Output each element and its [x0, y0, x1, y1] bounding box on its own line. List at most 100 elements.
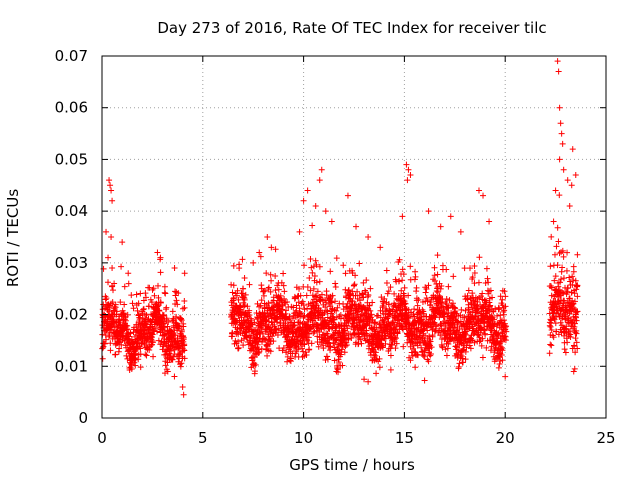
data-point: [569, 319, 576, 326]
data-point: [111, 323, 118, 330]
data-point: [340, 339, 347, 346]
data-point: [471, 339, 478, 346]
data-point: [437, 299, 444, 306]
data-point: [415, 324, 422, 331]
data-point: [142, 290, 149, 297]
data-point: [148, 299, 155, 306]
data-point: [431, 277, 438, 284]
data-point: [140, 297, 147, 304]
data-point: [307, 256, 314, 263]
data-point: [458, 306, 465, 313]
data-point: [162, 290, 169, 297]
data-point: [296, 228, 303, 235]
data-point: [475, 187, 482, 194]
data-point: [552, 273, 559, 280]
data-point: [474, 309, 481, 316]
data-point: [547, 263, 554, 270]
data-point: [360, 312, 367, 319]
data-point: [570, 263, 577, 270]
data-point: [462, 307, 469, 314]
data-point: [320, 345, 327, 352]
data-point: [373, 370, 380, 377]
data-point: [307, 287, 314, 294]
data-point: [390, 319, 397, 326]
data-point: [148, 334, 155, 341]
data-point: [151, 292, 158, 299]
data-point: [304, 187, 311, 194]
data-point: [287, 358, 294, 365]
data-point: [502, 337, 509, 344]
data-point: [154, 249, 161, 256]
data-point: [122, 317, 129, 324]
y-tick-label: 0.01: [55, 357, 88, 375]
data-point: [496, 305, 503, 312]
data-point: [488, 343, 495, 350]
data-point: [501, 307, 508, 314]
data-point: [568, 182, 575, 189]
data-point: [299, 345, 306, 352]
data-point: [240, 285, 247, 292]
data-point: [445, 305, 452, 312]
data-point: [290, 304, 297, 311]
data-point: [258, 297, 265, 304]
data-point: [407, 171, 414, 178]
data-point: [178, 360, 185, 367]
data-point: [574, 251, 581, 258]
data-point: [308, 264, 315, 271]
data-point: [431, 264, 438, 271]
data-point: [145, 303, 152, 310]
data-point: [235, 296, 242, 303]
data-point: [119, 239, 126, 246]
data-point: [445, 283, 452, 290]
data-point: [327, 343, 334, 350]
data-point: [364, 306, 371, 313]
data-point: [280, 282, 287, 289]
data-point: [413, 284, 420, 291]
data-point: [573, 330, 580, 337]
data-point: [235, 345, 242, 352]
data-point: [443, 352, 450, 359]
data-point: [377, 244, 384, 251]
data-point: [573, 317, 580, 324]
data-point: [566, 202, 573, 209]
data-point: [313, 279, 320, 286]
data-point: [546, 350, 553, 357]
data-point: [404, 177, 411, 184]
data-point: [494, 347, 501, 354]
data-point: [483, 344, 490, 351]
data-point: [229, 289, 236, 296]
data-point: [180, 333, 187, 340]
data-point: [327, 268, 334, 275]
data-point: [423, 286, 430, 293]
data-point: [372, 349, 379, 356]
data-point: [105, 254, 112, 261]
data-point: [176, 343, 183, 350]
data-point: [556, 156, 563, 163]
data-point: [140, 306, 147, 313]
data-point: [369, 299, 376, 306]
data-point: [389, 341, 396, 348]
data-point: [272, 246, 279, 253]
data-point: [455, 363, 462, 370]
data-point: [157, 254, 164, 261]
data-point: [476, 338, 483, 345]
data-point: [367, 285, 374, 292]
data-point: [494, 312, 501, 319]
data-point: [348, 302, 355, 309]
data-point: [251, 368, 258, 375]
data-point: [331, 357, 338, 364]
x-tick-label: 15: [395, 429, 414, 447]
data-point: [460, 359, 467, 366]
data-point: [383, 267, 390, 274]
data-point: [372, 319, 379, 326]
data-point: [99, 355, 106, 362]
data-point: [304, 283, 311, 290]
data-point: [168, 347, 175, 354]
data-point: [465, 304, 472, 311]
data-point: [552, 187, 559, 194]
data-point: [302, 349, 309, 356]
data-point: [412, 273, 419, 280]
data-point: [391, 334, 398, 341]
data-point: [363, 277, 370, 284]
data-point: [342, 343, 349, 350]
